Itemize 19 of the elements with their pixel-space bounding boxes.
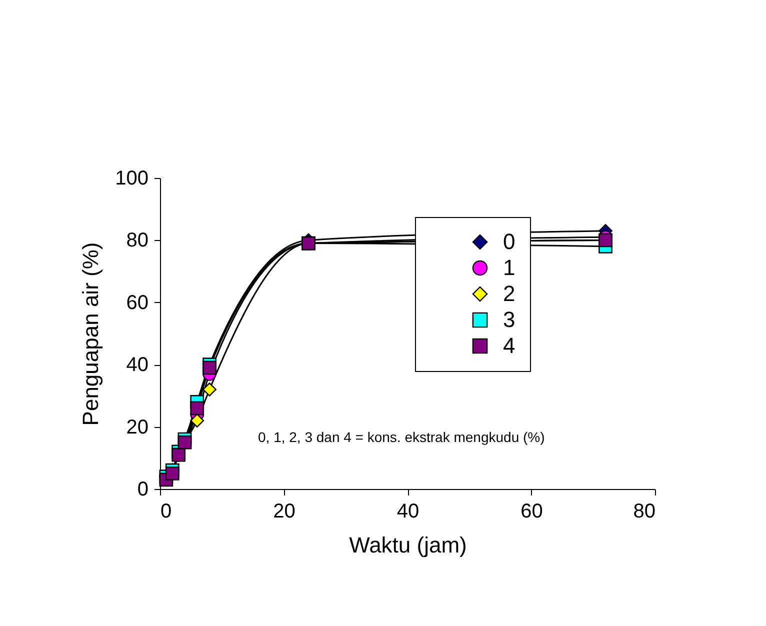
y-tick-label: 0 [137, 478, 148, 500]
legend-label: 1 [503, 255, 516, 280]
x-axis-title: Waktu (jam) [349, 532, 467, 558]
y-tick-label: 40 [126, 354, 148, 376]
y-axis-title: Penguapan air (%) [78, 242, 104, 426]
legend-label: 4 [503, 333, 516, 358]
legend-label: 0 [503, 229, 516, 254]
legend-label: 2 [503, 281, 516, 306]
x-tick-label: 0 [160, 500, 172, 522]
y-tick-label: 20 [126, 416, 148, 438]
y-tick-label: 60 [126, 292, 148, 314]
y-tick-label: 80 [126, 230, 148, 252]
legend-label: 3 [503, 307, 516, 332]
y-tick-label: 100 [115, 168, 148, 190]
x-tick-label: 60 [520, 500, 543, 522]
x-tick-label: 40 [396, 500, 420, 522]
x-tick-label: 20 [273, 500, 296, 522]
x-tick-label: 80 [633, 500, 656, 522]
annotation: 0, 1, 2, 3 dan 4 = kons. ekstrak mengkudu (%) [258, 429, 545, 445]
